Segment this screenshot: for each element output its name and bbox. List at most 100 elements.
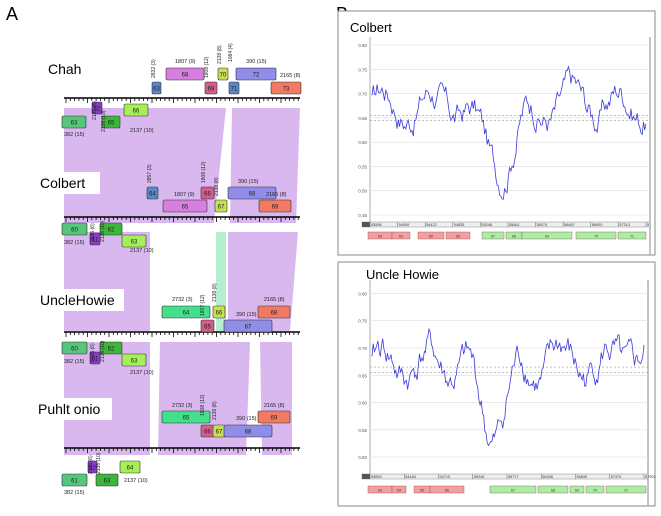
gene-count: 2165 (8) [264,403,285,409]
gene-label: 65 [182,205,189,211]
y-tick-label: 0.80 [358,291,367,296]
gene-box [200,186,215,200]
unclehowie-plot-frame [337,261,656,507]
gene-count: 2732 (3) [172,403,193,409]
gene-label: 68 [245,430,252,436]
x-tick-label: 55246 [474,475,485,479]
gene-bar-label: 64 [399,235,403,239]
gene-bar [585,485,605,494]
gene-bar-label: 65 [420,489,424,493]
gene-label: 64 [183,311,190,317]
gene-box [258,199,292,213]
panel-a-label: A [6,4,18,24]
panel-a-synteny-figure: A Chah Colbert UncleHowie Puhlt onio 632… [6,4,302,496]
gene-box [212,305,226,319]
gene-box [89,232,101,246]
gene-count: 2165 (8) [264,297,285,303]
gene-count: 2138 (8) [217,45,223,64]
colbert-plot-title: Colbert [350,20,392,35]
gene-68: 68 2165 (8) [257,297,291,319]
gene-count: 2732 (3) [172,297,193,303]
gene-label: 70 [220,73,227,79]
gene-bar [617,231,647,240]
x-tick-label: 57313 [619,223,630,227]
gene-68: 68 390 (15) [223,416,273,438]
x-tick-label: 55248 [481,223,492,227]
gene-66: 66 2138 (8) [212,283,226,319]
x-tick-label: 57370 [611,475,622,479]
x-tick-label: 53596 [371,223,382,227]
gene-bar [391,231,411,240]
gene-label: 65 [183,416,190,422]
x-tick-label: 54422 [426,223,437,227]
gc-content-line [371,327,645,447]
gene-box [217,67,229,81]
x-tick-label: 56487 [564,223,575,227]
x-tick-label: 5 [647,223,649,227]
gene-73: 73 2165 (8) [270,73,302,95]
gene-67: 67 2138 (8) [214,177,228,213]
gene-label: 63 [153,87,160,93]
y-tick-label: 0.60 [358,140,367,145]
x-axis-start [362,474,370,479]
gene-box [161,305,211,319]
gene-box [119,460,141,474]
gene-box [89,351,101,365]
track-name-puhltonio: Puhlt onio [38,401,100,417]
panel-b-gc-plots: B Colbert 0.800.750.700.650.600.550.500.… [336,4,656,507]
gene-box [257,305,291,319]
x-tick-label: 55777 [508,475,519,479]
y-tick-label: 0.80 [358,43,367,48]
unclehowie-plot: 0.80 0.75 0.70 0.65 0.60 0.55 0.50 53653 54184 54… [358,280,656,506]
gene-label: 61 [71,479,78,485]
y-tick-label: 0.55 [358,428,367,433]
gene-bar [445,231,471,240]
gene-count: 2165 (8) [280,73,301,79]
gene-label: 72 [253,73,260,79]
gene-count: 1807 (9) [174,192,195,198]
gene-box [95,473,119,487]
gene-count: 2137 (10) [124,478,148,484]
gene-box [61,222,88,236]
track-name-colbert: Colbert [40,175,85,191]
x-axis-start [362,222,370,227]
gene-count: 2857 (3) [147,164,153,183]
gene-box [91,101,103,115]
gene-69: 69 2165 (8) [258,192,292,213]
gene-label: 68 [271,311,278,317]
unclehowie-plot-title: Uncle Howie [366,267,439,282]
gene-count: 2138 (8) [212,283,218,302]
gene-60: 60 382 (15) [61,341,88,365]
gene-69: 69 1808 (12) [204,56,218,95]
gene-71: 71 1084 (4) [228,43,240,95]
gene-count: 2135 (6) [92,101,98,120]
gene-63: 63 2137 (10) [121,234,154,254]
y-tick-label: 0.75 [358,319,367,324]
gene-count: 2165 (8) [266,192,287,198]
gene-label: 66 [204,430,211,436]
gene-label: 62 [108,228,115,234]
gene-box [270,81,302,95]
gene-66: 66 1808 (12) [200,161,215,200]
gene-label: 65 [108,121,115,127]
gene-63b: 63 382 (15) [61,115,87,138]
gene-66: 66 2137 (10) [123,103,154,134]
colbert-plot: 0.80 0.75 0.70 0.65 0.60 0.55 0.50 0.45 53596 540… [358,37,651,255]
gene-box [99,341,123,355]
gene-label: 69 [208,87,215,93]
x-tick-label: 55661 [509,223,520,227]
gene-count: 1808 (12) [204,56,210,78]
gene-bar-label: 67 [491,235,495,239]
track-name-unclehowie: UncleHowie [40,292,115,308]
gene-64: 64 2857 (3) [146,164,159,200]
gene-box [61,473,88,487]
y-tick-label: 0.55 [358,164,367,169]
gene-count: 2136 (10) [101,110,107,132]
gene-bar [537,485,569,494]
gene-label: 66 [204,192,211,198]
x-tick-label: 53653 [371,475,382,479]
gene-64: 64 2137 (10) [119,460,148,484]
